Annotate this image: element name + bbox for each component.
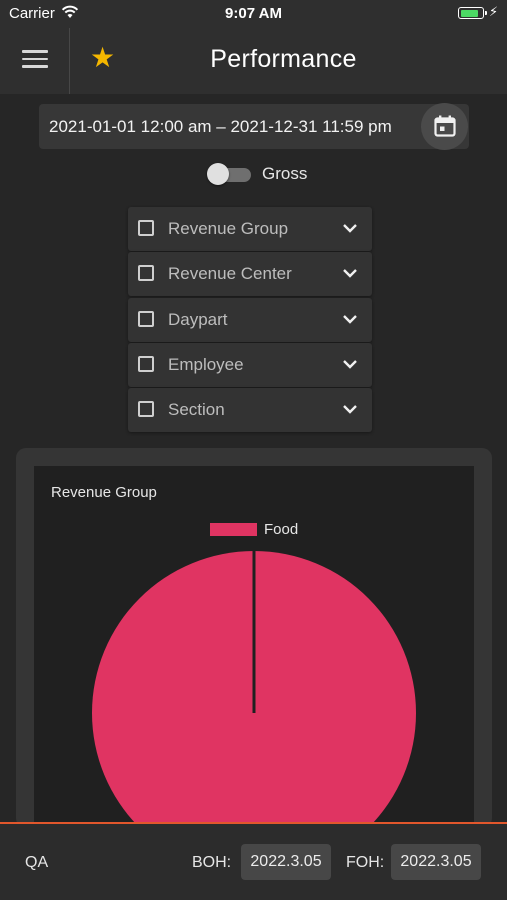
battery-icon xyxy=(458,7,487,19)
chevron-down-icon[interactable] xyxy=(342,403,358,415)
filter-section[interactable]: Section xyxy=(128,388,372,432)
date-range-value: 2021-01-01 12:00 am – 2021-12-31 11:59 p… xyxy=(49,117,392,136)
filter-label: Revenue Center xyxy=(168,264,292,283)
app-bar: ★ Performance xyxy=(0,28,507,94)
filter-label: Employee xyxy=(168,355,244,374)
chevron-down-icon[interactable] xyxy=(342,358,358,370)
footer-bar: QA BOH: 2022.3.05 FOH: 2022.3.05 xyxy=(0,822,507,900)
environment-label: QA xyxy=(25,854,49,871)
checkbox[interactable] xyxy=(138,265,154,281)
foh-label: FOH: xyxy=(346,854,385,871)
checkbox[interactable] xyxy=(138,356,154,372)
toggle-knob xyxy=(207,163,229,185)
foh-version-badge: 2022.3.05 xyxy=(391,844,481,880)
checkbox[interactable] xyxy=(138,401,154,417)
hamburger-menu-icon[interactable] xyxy=(22,50,48,72)
page-title: Performance xyxy=(210,45,357,73)
calendar-icon xyxy=(434,115,456,137)
chevron-down-icon[interactable] xyxy=(342,222,358,234)
filter-label: Daypart xyxy=(168,310,228,329)
gross-toggle-label: Gross xyxy=(262,164,308,183)
filter-label: Section xyxy=(168,400,225,419)
checkbox[interactable] xyxy=(138,311,154,327)
filter-daypart[interactable]: Daypart xyxy=(128,298,372,342)
charging-bolt-icon: ⚡ xyxy=(489,4,499,19)
star-icon[interactable]: ★ xyxy=(90,42,116,73)
filter-employee[interactable]: Employee xyxy=(128,343,372,387)
filter-label: Revenue Group xyxy=(168,219,289,238)
app-bar-divider xyxy=(69,28,70,94)
carrier-label: Carrier xyxy=(9,5,55,22)
gross-toggle[interactable] xyxy=(207,163,253,185)
filter-revenue-group[interactable]: Revenue Group xyxy=(128,207,372,251)
calendar-button[interactable] xyxy=(421,103,468,150)
status-bar: Carrier 9:07 AM ⚡ xyxy=(0,0,507,28)
boh-label: BOH: xyxy=(192,854,232,871)
clock: 9:07 AM xyxy=(225,5,282,22)
filter-revenue-center[interactable]: Revenue Center xyxy=(128,252,372,296)
chevron-down-icon[interactable] xyxy=(342,267,358,279)
legend-swatch-food xyxy=(210,523,257,536)
date-range-field[interactable]: 2021-01-01 12:00 am – 2021-12-31 11:59 p… xyxy=(39,103,469,150)
checkbox[interactable] xyxy=(138,220,154,236)
boh-version-badge: 2022.3.05 xyxy=(241,844,331,880)
legend-label-food: Food xyxy=(264,521,299,538)
chevron-down-icon[interactable] xyxy=(342,313,358,325)
chart-title: Revenue Group xyxy=(51,484,157,501)
wifi-icon xyxy=(61,5,79,18)
